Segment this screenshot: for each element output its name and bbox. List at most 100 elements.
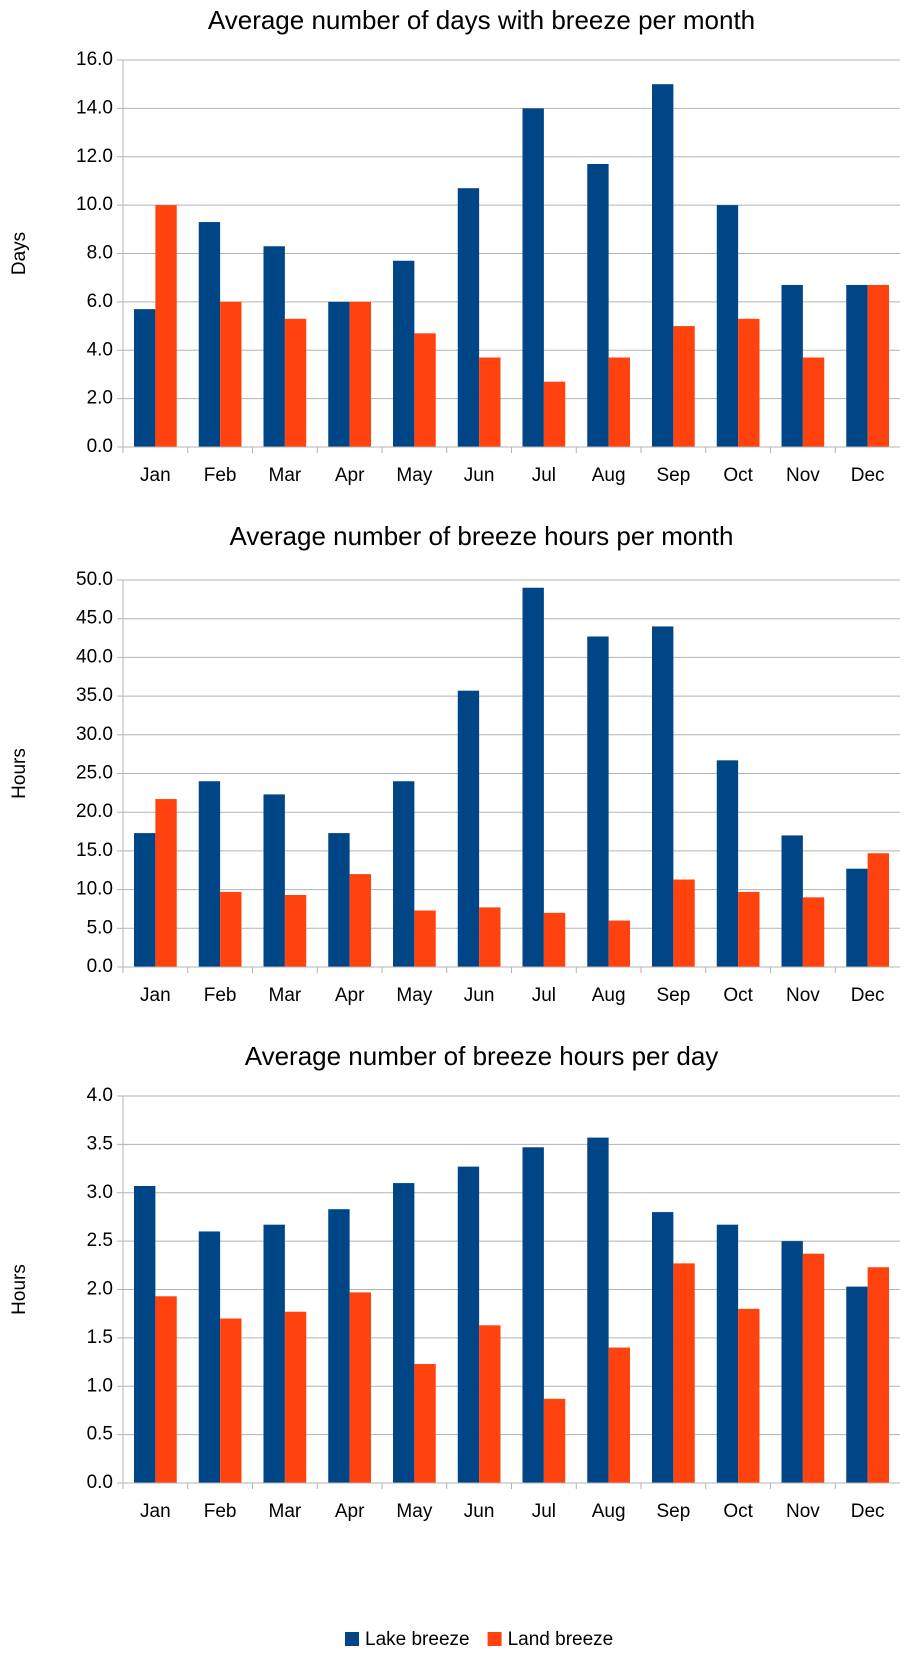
bar [587, 164, 609, 447]
y-tick-label: 2.0 [87, 1279, 113, 1300]
bar [155, 1296, 177, 1483]
bar [802, 1253, 825, 1483]
bar [349, 874, 371, 967]
bar [652, 1212, 674, 1483]
legend-swatch [345, 1632, 359, 1646]
y-tick-label: 35.0 [76, 685, 113, 706]
x-tick-label: Aug [592, 985, 626, 1006]
bar [198, 1231, 221, 1483]
bar [155, 799, 177, 967]
x-tick-label: May [396, 1501, 432, 1522]
bar [781, 835, 803, 967]
x-tick-label: Sep [656, 985, 690, 1006]
bar [414, 910, 436, 967]
bar [134, 833, 156, 967]
bar [587, 1137, 609, 1483]
x-tick-label: Oct [723, 465, 753, 486]
y-tick-label: 10.0 [76, 194, 113, 215]
bar [522, 108, 544, 447]
x-tick-label: Jan [140, 465, 171, 486]
x-tick-label: Mar [269, 465, 302, 486]
bar [414, 1363, 436, 1483]
x-tick-label: Jul [532, 985, 556, 1006]
bar [608, 357, 630, 447]
y-axis-label: Hours [9, 1264, 30, 1315]
y-tick-label: 5.0 [87, 917, 113, 938]
bar [522, 587, 544, 967]
bar [349, 1292, 371, 1483]
x-tick-label: Jun [464, 465, 495, 486]
y-tick-label: 16.0 [76, 49, 113, 70]
bar [328, 301, 350, 447]
x-tick-label: Aug [592, 1501, 626, 1522]
bar [608, 920, 630, 967]
bar [716, 760, 739, 967]
bar [220, 301, 242, 447]
bar [393, 260, 415, 447]
x-tick-label: Oct [723, 1501, 753, 1522]
y-tick-label: 12.0 [76, 146, 113, 167]
x-tick-label: Aug [592, 465, 626, 486]
legend-label: Land breeze [508, 1629, 614, 1650]
chart-title: Average number of days with breeze per m… [208, 5, 755, 35]
y-tick-label: 0.0 [87, 956, 113, 977]
bar [220, 891, 242, 967]
x-tick-label: Nov [786, 985, 820, 1006]
y-axis-label: Hours [9, 748, 30, 799]
bar [652, 84, 674, 447]
bar [543, 381, 566, 447]
x-tick-label: Jul [532, 465, 556, 486]
y-tick-label: 2.0 [87, 388, 113, 409]
x-tick-label: Dec [851, 465, 885, 486]
bar [284, 1311, 307, 1483]
x-tick-label: Mar [269, 985, 302, 1006]
bar [543, 1398, 566, 1483]
bar [414, 333, 436, 447]
bar [134, 1185, 156, 1483]
bar [328, 833, 350, 967]
bar [652, 626, 674, 967]
y-tick-label: 50.0 [76, 569, 113, 590]
y-tick-label: 3.0 [87, 1182, 113, 1203]
bar [284, 318, 307, 447]
bar [846, 1286, 868, 1483]
bar [457, 188, 480, 447]
bar [198, 222, 221, 447]
y-tick-label: 2.5 [87, 1230, 113, 1251]
x-tick-label: Dec [851, 1501, 885, 1522]
bar [328, 1209, 350, 1483]
y-tick-label: 0.0 [87, 1472, 113, 1493]
x-tick-label: Apr [335, 985, 365, 1006]
bar [134, 309, 156, 447]
bar [738, 1308, 760, 1483]
bar [349, 301, 371, 447]
y-tick-label: 6.0 [87, 291, 113, 312]
bar [608, 1347, 630, 1483]
bar [716, 205, 739, 447]
bar [198, 781, 221, 967]
bar [867, 284, 889, 447]
bar [393, 781, 415, 967]
bar [220, 1318, 242, 1483]
y-tick-label: 30.0 [76, 724, 113, 745]
bar [587, 636, 609, 967]
x-tick-label: Apr [335, 465, 365, 486]
bar [479, 1325, 501, 1483]
bar [543, 912, 566, 967]
bar [457, 1166, 480, 1483]
bar [846, 284, 868, 447]
y-tick-label: 15.0 [76, 840, 113, 861]
bar [284, 895, 307, 967]
bar [673, 326, 695, 447]
bar [522, 1147, 544, 1483]
legend-label: Lake breeze [365, 1629, 470, 1650]
y-tick-label: 25.0 [76, 763, 113, 784]
x-tick-label: Apr [335, 1501, 365, 1522]
y-axis-label: Days [9, 232, 30, 275]
bar [393, 1183, 415, 1483]
x-tick-label: Mar [269, 1501, 302, 1522]
bar [479, 907, 501, 967]
bar [263, 246, 285, 447]
y-tick-label: 40.0 [76, 646, 113, 667]
